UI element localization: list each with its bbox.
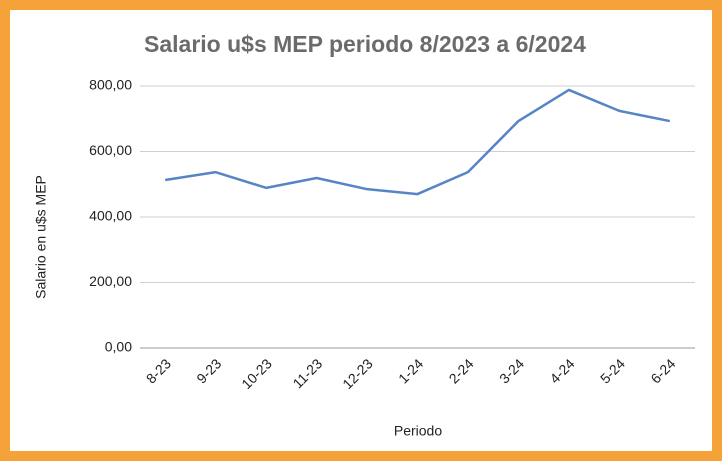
y-tick-label: 0,00 xyxy=(105,339,132,355)
line-series xyxy=(165,88,671,196)
chart-title: Salario u$s MEP periodo 8/2023 a 6/2024 xyxy=(144,31,586,57)
y-tick-label: 600,00 xyxy=(89,142,132,158)
chart-background xyxy=(10,10,712,451)
y-tick-label: 800,00 xyxy=(89,77,132,93)
x-axis-label: Periodo xyxy=(394,423,442,439)
y-tick-label: 200,00 xyxy=(89,273,132,289)
y-tick-label: 400,00 xyxy=(89,208,132,224)
y-axis-label: Salario en u$s MEP xyxy=(33,175,49,299)
